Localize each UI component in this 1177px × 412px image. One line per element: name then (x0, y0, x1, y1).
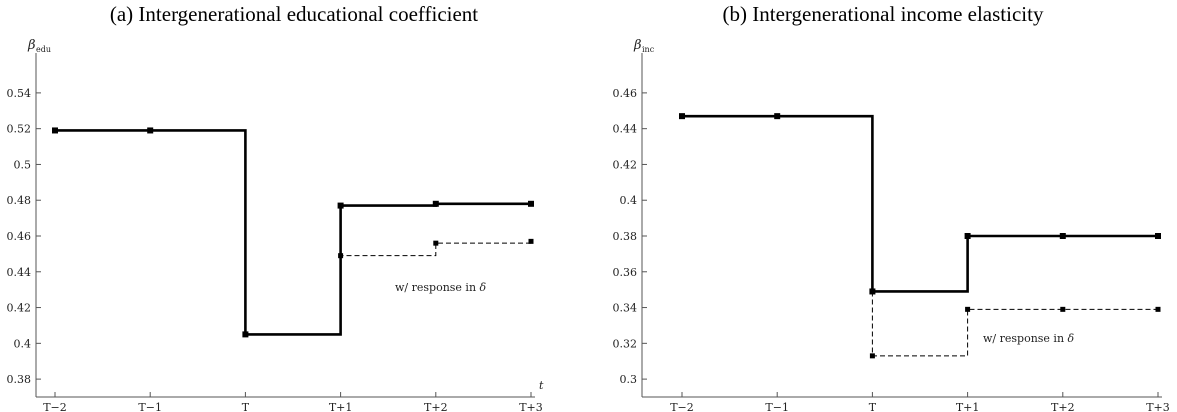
y-tick-label: 0.38 (613, 230, 638, 243)
y-tick-label: 0.38 (7, 373, 32, 386)
data-point-marker (1060, 306, 1066, 312)
panel-educational-coefficient: (a) Intergenerational educational coeffi… (0, 0, 588, 412)
y-tick-label: 0.46 (613, 87, 638, 100)
data-point-marker (679, 113, 685, 120)
y-axis-label-subscript: edu (36, 45, 51, 54)
chart-plot: β edu 0.38 0.4 0.42 0.44 0.46 0.48 0.5 0.52 0.54 T−… (7, 38, 545, 412)
data-point-marker (242, 331, 249, 338)
y-tick-label: 0.4 (620, 194, 638, 207)
y-tick-label: 0.32 (613, 337, 638, 350)
y-tick-label: 0.52 (7, 123, 32, 136)
x-axis-label: t (539, 379, 544, 392)
chart-annotation: w/ response in δ (983, 332, 1075, 345)
data-point-marker (965, 306, 971, 312)
y-tick-label: 0.46 (7, 230, 32, 243)
y-axis-label: β (27, 38, 36, 53)
chart-title: (b) Intergenerational income elasticity (722, 2, 1044, 26)
data-point-marker (433, 240, 439, 246)
dashed-series-line (340, 205, 532, 257)
y-tick-label: 0.44 (613, 123, 638, 136)
chart-title: (a) Intergenerational educational coeffi… (109, 2, 479, 26)
data-point-marker (1059, 233, 1066, 239)
y-tick-label: 0.5 (14, 158, 32, 171)
data-point-marker (964, 233, 971, 239)
solid-series-line (55, 129, 531, 336)
data-point-marker (1155, 306, 1161, 312)
x-tick-label: T−2 (43, 401, 67, 412)
data-point-marker (528, 238, 534, 244)
data-point-marker (432, 200, 439, 207)
x-tick-label: T (242, 401, 250, 412)
chart-plot: β inc 0.3 0.32 0.34 0.36 0.38 0.4 0.42 0.44 0.46 T−… (613, 38, 1170, 412)
data-point-marker (774, 113, 781, 120)
y-tick-label: 0.44 (7, 266, 32, 279)
y-axis-label-subscript: inc (642, 45, 655, 54)
x-tick-label: T+3 (519, 401, 543, 412)
data-point-marker (338, 253, 344, 259)
chart-annotation: w/ response in δ (395, 281, 487, 294)
x-tick-label: T+2 (1051, 401, 1075, 412)
y-tick-label: 0.3 (620, 373, 638, 386)
x-tick-label: T (869, 401, 877, 412)
data-point-marker (1155, 233, 1161, 239)
data-point-marker (869, 353, 875, 359)
x-tick-label: T−1 (765, 401, 789, 412)
data-point-marker (52, 127, 58, 134)
data-point-marker (528, 200, 534, 207)
x-tick-label: T+3 (1146, 401, 1170, 412)
x-tick-label: T+1 (956, 401, 980, 412)
solid-series-line (682, 114, 1158, 293)
data-point-marker (147, 127, 154, 134)
x-tick-label: T−2 (670, 401, 694, 412)
x-tick-label: T−1 (138, 401, 162, 412)
x-tick-label: T+2 (424, 401, 448, 412)
y-tick-label: 0.42 (613, 158, 638, 171)
y-tick-label: 0.54 (7, 87, 32, 100)
y-tick-label: 0.48 (7, 194, 32, 207)
dashed-series-line (871, 291, 1158, 357)
panel-income-elasticity: (b) Intergenerational income elasticity … (589, 0, 1177, 412)
y-tick-label: 0.36 (613, 266, 638, 279)
y-tick-label: 0.4 (14, 337, 32, 350)
y-tick-label: 0.42 (7, 302, 32, 315)
y-tick-label: 0.34 (613, 302, 638, 315)
x-tick-label: T+1 (329, 401, 353, 412)
y-axis-label: β (633, 38, 642, 53)
